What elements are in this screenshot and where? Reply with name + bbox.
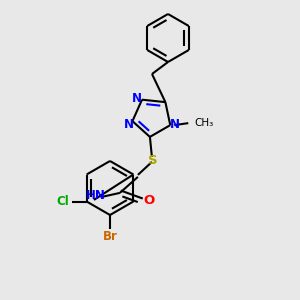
Text: S: S bbox=[148, 154, 158, 167]
Text: Br: Br bbox=[103, 230, 117, 242]
Text: O: O bbox=[143, 194, 155, 207]
Text: N: N bbox=[123, 118, 134, 131]
Text: N: N bbox=[170, 118, 180, 130]
Text: CH₃: CH₃ bbox=[194, 118, 214, 128]
Text: N: N bbox=[132, 92, 142, 105]
Text: HN: HN bbox=[86, 189, 106, 203]
Text: Cl: Cl bbox=[56, 195, 69, 208]
